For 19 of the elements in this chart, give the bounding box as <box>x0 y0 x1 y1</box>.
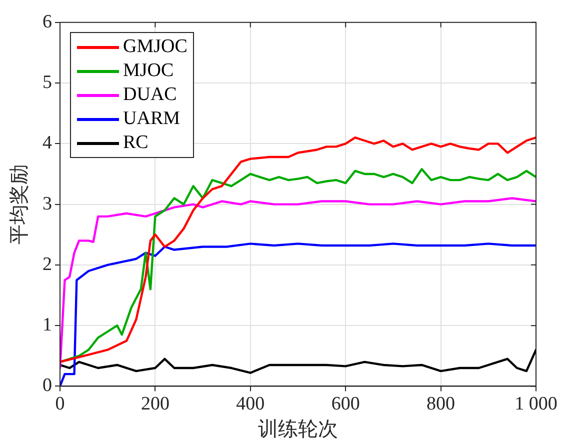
legend-label: UARM <box>123 107 180 132</box>
x-axis-title: 训练轮次 <box>258 418 338 440</box>
legend-label: GMJOC <box>123 35 188 60</box>
x-tick-label: 400 <box>236 394 265 415</box>
x-tick-label: 800 <box>426 394 456 415</box>
x-tick-label: 200 <box>140 394 170 415</box>
x-tick-label: 600 <box>331 394 360 415</box>
legend-label: DUAC <box>123 83 177 108</box>
x-tick-label: 1 000 <box>514 394 558 415</box>
y-tick-label: 3 <box>42 193 52 214</box>
y-tick-label: 5 <box>42 72 52 94</box>
y-axis-title: 平均奖励 <box>8 164 30 244</box>
y-tick-label: 2 <box>42 254 52 275</box>
y-tick-label: 4 <box>42 132 52 154</box>
y-tick-label: 6 <box>42 11 52 32</box>
y-tick-label: 0 <box>42 375 52 396</box>
legend-label: RC <box>123 131 148 156</box>
legend-label: MJOC <box>123 59 174 84</box>
y-tick-label: 1 <box>42 314 52 336</box>
